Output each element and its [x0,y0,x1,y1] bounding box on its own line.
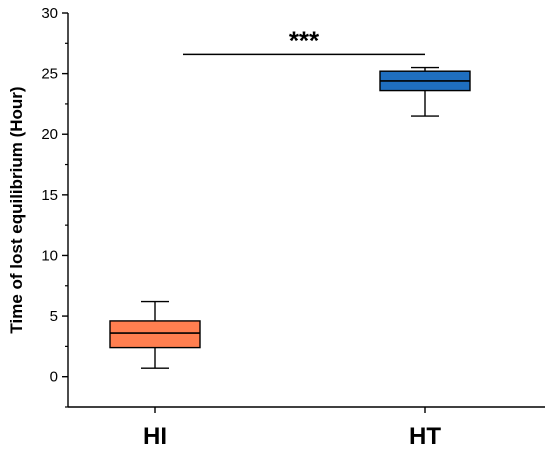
box-body [109,320,201,349]
y-tick-label: 15 [41,187,58,204]
y-tick-label: 30 [41,5,58,22]
significance-annotation: *** [183,25,425,55]
y-axis: 0 5 10 15 20 25 30 [41,5,69,408]
y-tick-label: 10 [41,247,58,264]
box-ht [379,66,471,117]
x-tick-label: HT [409,423,441,450]
y-tick-label: 5 [50,308,58,325]
significance-label: *** [289,25,320,55]
x-tick-label: HI [143,423,167,450]
box-series [109,66,471,369]
y-tick-label: 25 [41,66,58,83]
y-tick-label: 20 [41,126,58,143]
x-axis: HI HT [68,406,545,450]
y-tick-label: 0 [50,369,58,386]
box-hi [109,300,201,369]
y-axis-title: Time of lost equilibrium (Hour) [7,86,26,333]
